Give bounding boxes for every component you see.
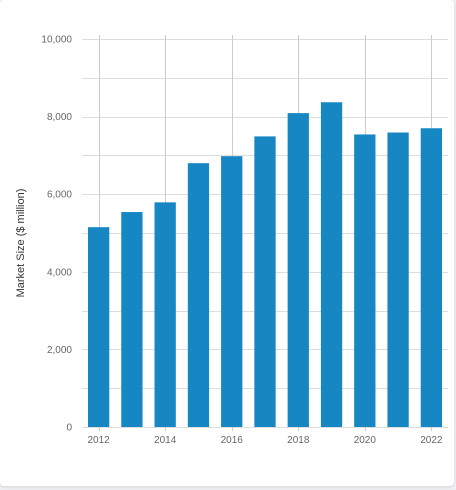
x-tick-label: 2016 — [221, 435, 244, 446]
x-tick-label: 2014 — [154, 435, 177, 446]
y-axis-title: Market Size ($ million) — [15, 189, 27, 298]
bar-2019 — [320, 102, 343, 428]
bar-2013 — [121, 212, 143, 427]
bar-2015 — [187, 163, 210, 427]
x-axis-ticks: 2012 2014 2016 2018 2020 2022 — [88, 435, 443, 446]
x-tick-label: 2018 — [287, 435, 310, 446]
bars — [87, 102, 443, 428]
bar-2020 — [354, 134, 376, 427]
y-tick-label: 8,000 — [47, 112, 72, 123]
y-tick-label: 2,000 — [47, 345, 72, 356]
bar-2022 — [420, 128, 443, 428]
x-tick-label: 2012 — [88, 435, 111, 446]
y-tick-label: 0 — [66, 423, 72, 434]
y-tick-label: 6,000 — [47, 190, 72, 201]
y-axis-ticks: 0 2,000 4,000 6,000 8,000 10,000 — [41, 35, 72, 434]
x-tick-label: 2022 — [420, 435, 443, 446]
bar-2017 — [254, 136, 276, 427]
bar-2014 — [154, 202, 176, 427]
x-tick-label: 2020 — [354, 435, 377, 446]
y-tick-label: 10,000 — [41, 35, 72, 46]
bar-2018 — [287, 113, 309, 428]
bar-2012 — [87, 227, 110, 427]
bar-2021 — [387, 132, 409, 427]
bar-2016 — [221, 156, 243, 427]
y-tick-label: 4,000 — [47, 267, 72, 278]
